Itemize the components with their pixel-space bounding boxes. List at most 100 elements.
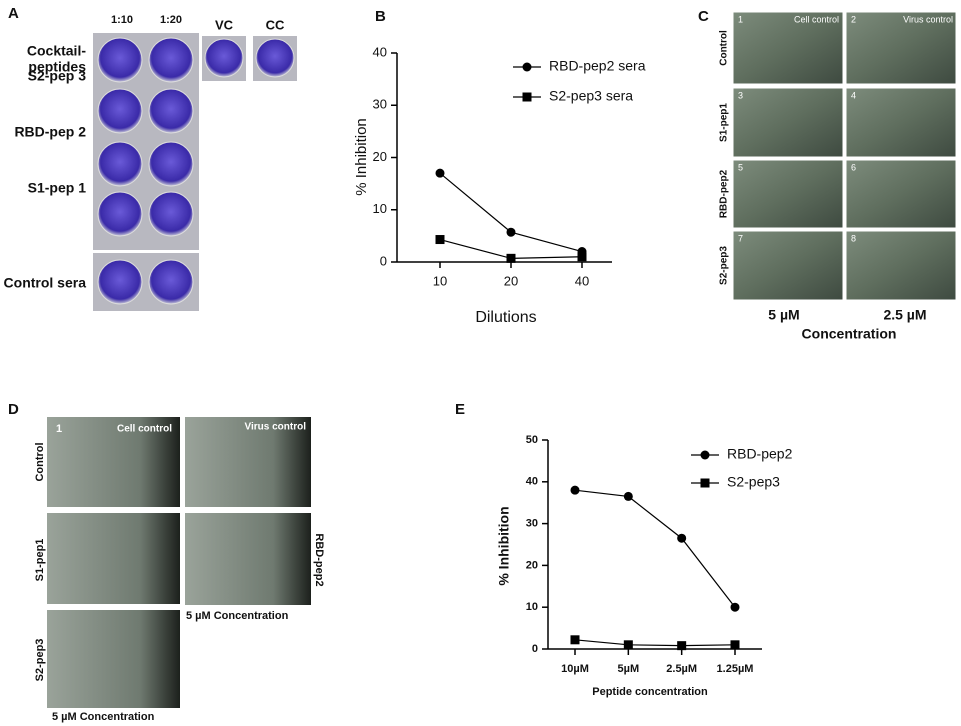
row-label: S1-pep 1 xyxy=(28,180,87,196)
x-tick-label: 2.5µM xyxy=(666,663,697,675)
image-caption: Cell control xyxy=(794,14,839,24)
x-axis-label: Dilutions xyxy=(475,309,536,326)
image-number: 4 xyxy=(851,90,856,100)
y-tick-label: 30 xyxy=(526,518,538,530)
micrograph xyxy=(732,87,844,158)
micrograph xyxy=(185,417,311,507)
marker xyxy=(435,168,445,178)
micrograph xyxy=(845,230,957,301)
series-line xyxy=(574,489,736,608)
row-label: S2-pep3 xyxy=(719,246,730,285)
marker xyxy=(522,62,532,72)
row-label: RBD-pep 2 xyxy=(14,124,86,140)
y-axis-label: % Inhibition xyxy=(496,506,512,585)
row-label: S1-pep1 xyxy=(34,539,46,582)
micrograph xyxy=(185,513,311,605)
micrograph xyxy=(47,513,180,604)
row-label: Control xyxy=(34,442,46,481)
well xyxy=(97,88,143,134)
row-label: RBD-pep2 xyxy=(313,533,325,586)
marker xyxy=(730,602,740,612)
well xyxy=(148,259,194,305)
image-caption: Virus control xyxy=(245,422,307,433)
y-tick-label: 40 xyxy=(526,476,538,488)
image-number: 8 xyxy=(851,233,856,243)
well xyxy=(148,191,194,237)
column-label: 1:20 xyxy=(160,14,182,26)
y-tick-label: 0 xyxy=(532,643,538,655)
column-label: 5 µM xyxy=(768,307,799,323)
series-line xyxy=(439,172,583,253)
series-line xyxy=(574,639,736,647)
x-tick-label: 40 xyxy=(575,273,589,288)
micrograph xyxy=(845,159,957,229)
marker xyxy=(506,227,516,237)
marker xyxy=(435,235,445,245)
micrograph xyxy=(732,230,844,301)
marker xyxy=(677,641,687,651)
axis-label: Concentration xyxy=(802,326,897,342)
y-tick-label: 20 xyxy=(373,149,387,164)
well xyxy=(97,259,143,305)
x-axis-label: Peptide concentration xyxy=(592,686,708,698)
legend-label: S2-pep3 sera xyxy=(549,88,633,104)
legend-label: S2-pep3 xyxy=(727,474,780,490)
marker xyxy=(730,640,740,650)
micrograph xyxy=(845,87,957,158)
well xyxy=(148,141,194,187)
panel-label: E xyxy=(455,401,465,418)
x-tick-label: 10µM xyxy=(561,663,589,675)
image-number: 5 xyxy=(738,162,743,172)
legend-label: RBD-pep2 sera xyxy=(549,58,646,74)
row-label: S1-pep1 xyxy=(719,103,730,142)
y-tick-label: 10 xyxy=(373,201,387,216)
micrograph xyxy=(845,11,957,85)
well xyxy=(148,37,194,83)
caption: 5 µM Concentration xyxy=(186,610,289,622)
image-number: 3 xyxy=(738,90,743,100)
image-caption: Cell control xyxy=(117,424,172,435)
image-number: 6 xyxy=(851,162,856,172)
row-label: Cocktail- xyxy=(27,43,86,59)
legend-label: RBD-pep2 xyxy=(727,446,793,462)
column-label: VC xyxy=(215,17,234,32)
micrograph xyxy=(732,11,844,85)
marker xyxy=(700,478,710,488)
panel-label: A xyxy=(8,5,19,22)
column-label: 1:10 xyxy=(111,14,133,26)
y-tick-label: 10 xyxy=(526,601,538,613)
column-label: 2.5 µM xyxy=(883,307,926,323)
image-caption: Virus control xyxy=(903,14,953,24)
image-number: 1 xyxy=(56,423,62,435)
y-tick-label: 30 xyxy=(373,97,387,112)
marker xyxy=(570,635,580,645)
marker xyxy=(577,252,587,262)
well xyxy=(97,141,143,187)
x-tick-label: 1.25µM xyxy=(717,663,754,675)
row-label: Control xyxy=(719,30,730,66)
marker xyxy=(677,533,687,543)
y-tick-label: 50 xyxy=(526,434,538,446)
well xyxy=(97,191,143,237)
micrograph xyxy=(732,159,844,229)
panel-label: B xyxy=(375,8,386,25)
panel-label: C xyxy=(698,8,709,25)
micrograph xyxy=(47,417,180,507)
image-number: 7 xyxy=(738,233,743,243)
well xyxy=(255,38,295,78)
caption: 5 µM Concentration xyxy=(52,711,155,723)
y-tick-label: 40 xyxy=(373,44,387,59)
row-label: RBD-pep2 xyxy=(719,169,730,218)
marker xyxy=(623,491,633,501)
column-label: CC xyxy=(266,17,285,32)
row-label: peptides xyxy=(28,59,86,75)
panel-label: D xyxy=(8,401,19,418)
marker xyxy=(623,640,633,650)
y-tick-label: 20 xyxy=(526,559,538,571)
marker xyxy=(522,92,532,102)
x-tick-label: 5µM xyxy=(618,663,640,675)
image-number: 2 xyxy=(851,14,856,24)
row-label: Control sera xyxy=(4,275,87,291)
well xyxy=(204,38,244,78)
